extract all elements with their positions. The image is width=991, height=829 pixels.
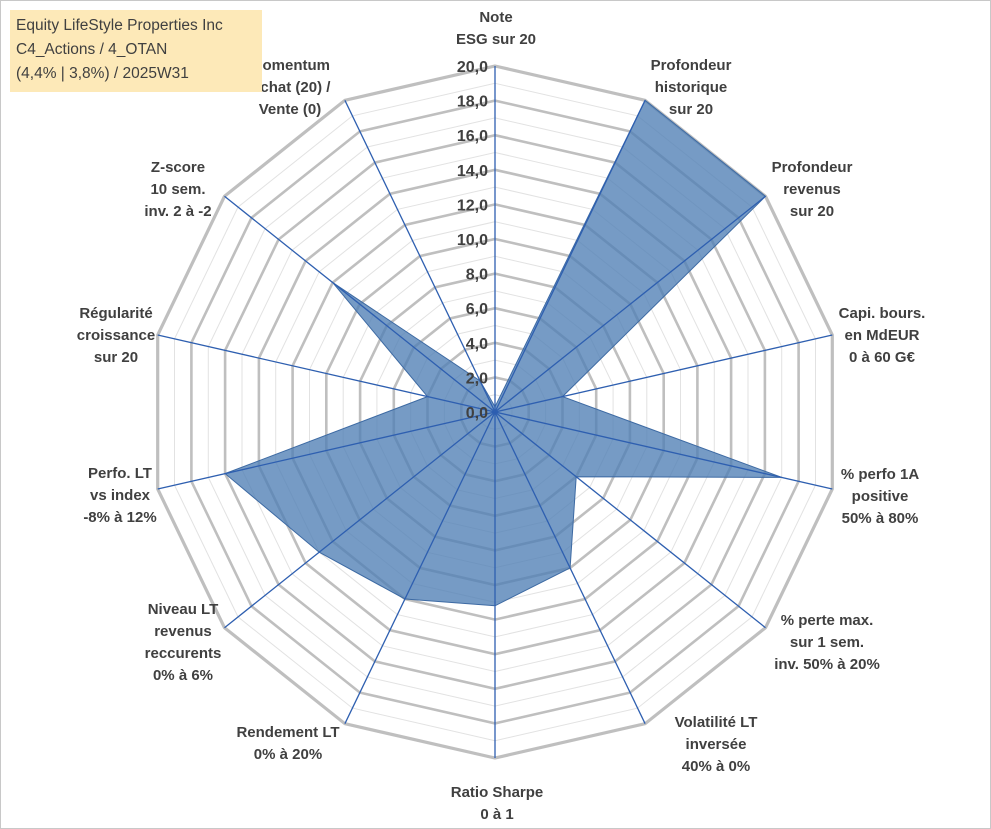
axis-label-line: Vente (0) bbox=[259, 101, 322, 118]
axis-label-line: 50% à 80% bbox=[842, 510, 919, 527]
axis-label-line: % perfo 1A bbox=[841, 466, 920, 483]
axis-spoke bbox=[494, 411, 766, 629]
axis-label-group: % perfo 1A positive 50% à 80% bbox=[841, 466, 920, 527]
axis-label-line: Profondeur bbox=[772, 159, 853, 176]
axis-label-group: Note ESG sur 20 bbox=[456, 9, 536, 48]
radar-spokes bbox=[157, 66, 833, 758]
chart-title-line-1: Equity LifeStyle Properties Inc bbox=[16, 17, 223, 34]
axis-spoke bbox=[157, 411, 496, 490]
axis-label-line: Achat (20) / bbox=[250, 79, 332, 96]
axis-label-line: Perfo. LT bbox=[88, 465, 152, 482]
tick-label: 0,0 bbox=[466, 405, 488, 422]
axis-spoke bbox=[224, 411, 496, 629]
axis-label-line: Momentum bbox=[250, 57, 330, 74]
axis-label-group: Profondeur revenus sur 20 bbox=[772, 159, 853, 220]
chart-title-line-2: C4_Actions / 4_OTAN bbox=[16, 41, 168, 58]
tick-label: 2,0 bbox=[466, 370, 488, 387]
axis-spoke bbox=[494, 195, 766, 413]
axis-label-group: Ratio Sharpe 0 à 1 bbox=[451, 784, 544, 823]
axis-label-group: Niveau LT revenus reccurents 0% à 6% bbox=[145, 601, 222, 684]
axis-label-line: Volatilité LT bbox=[675, 714, 758, 731]
axis-label-line: 10 sem. bbox=[150, 181, 205, 198]
axis-label-line: Note bbox=[479, 9, 512, 26]
axis-label-line: inv. 50% à 20% bbox=[774, 656, 880, 673]
axis-label-group: Capi. bours. en MdEUR 0 à 60 G€ bbox=[839, 305, 926, 366]
axis-label-line: 0% à 20% bbox=[254, 746, 322, 763]
axis-label-line: Régularité bbox=[79, 305, 152, 322]
tick-label: 14,0 bbox=[457, 163, 488, 180]
axis-label-line: -8% à 12% bbox=[83, 509, 156, 526]
axis-label-line: inv. 2 à -2 bbox=[144, 203, 211, 220]
axis-spoke bbox=[494, 411, 833, 490]
title-box: Equity LifeStyle Properties Inc C4_Actio… bbox=[10, 10, 262, 92]
axis-label-line: sur 20 bbox=[790, 203, 834, 220]
axis-spoke bbox=[494, 334, 833, 413]
axis-label-line: 40% à 0% bbox=[682, 758, 750, 775]
axis-label-line: Z-score bbox=[151, 159, 205, 176]
axis-label-group: Z-score 10 sem. inv. 2 à -2 bbox=[144, 159, 211, 220]
axis-label-group: % perte max. sur 1 sem. inv. 50% à 20% bbox=[774, 612, 880, 673]
radial-tick-labels: 0,0 2,0 4,0 6,0 8,0 10,0 12,0 14,0 16,0 18,0 20,0 bbox=[457, 59, 488, 422]
axis-label-line: sur 1 sem. bbox=[790, 634, 864, 651]
axis-spoke bbox=[494, 411, 646, 724]
axis-label-line: Capi. bours. bbox=[839, 305, 926, 322]
axis-spoke bbox=[224, 195, 496, 413]
tick-label: 8,0 bbox=[466, 267, 488, 284]
axis-label-line: 0% à 6% bbox=[153, 667, 213, 684]
axis-label-line: inversée bbox=[686, 736, 747, 753]
axis-label-line: 0 à 1 bbox=[480, 806, 513, 823]
axis-label-group: Régularité croissance sur 20 bbox=[77, 305, 155, 366]
chart-title-line-3: (4,4% | 3,8%) / 2025W31 bbox=[16, 65, 189, 82]
tick-label: 18,0 bbox=[457, 94, 488, 111]
tick-label: 4,0 bbox=[466, 336, 488, 353]
axis-label-line: Niveau LT bbox=[148, 601, 219, 618]
tick-label: 20,0 bbox=[457, 59, 488, 76]
axis-label-line: vs index bbox=[90, 487, 151, 504]
axis-labels: Note ESG sur 20 Profondeur historique sur 20… bbox=[77, 9, 926, 823]
axis-label-line: Ratio Sharpe bbox=[451, 784, 544, 801]
axis-label-line: reccurents bbox=[145, 645, 222, 662]
axis-label-line: sur 20 bbox=[94, 349, 138, 366]
tick-label: 12,0 bbox=[457, 197, 488, 214]
axis-label-line: Rendement LT bbox=[236, 724, 339, 741]
axis-label-line: 0 à 60 G€ bbox=[849, 349, 916, 366]
axis-label-line: ESG sur 20 bbox=[456, 31, 536, 48]
axis-spoke bbox=[344, 411, 496, 724]
axis-label-line: en MdEUR bbox=[845, 327, 920, 344]
axis-spoke bbox=[157, 334, 496, 413]
axis-label-group: Momentum Achat (20) / Vente (0) bbox=[250, 57, 332, 118]
axis-label-line: croissance bbox=[77, 327, 155, 344]
axis-spoke bbox=[494, 100, 646, 413]
axis-label-line: historique bbox=[655, 79, 728, 96]
axis-label-group: Profondeur historique sur 20 bbox=[651, 57, 732, 118]
axis-label-line: % perte max. bbox=[781, 612, 874, 629]
tick-label: 10,0 bbox=[457, 232, 488, 249]
tick-label: 6,0 bbox=[466, 301, 488, 318]
axis-label-line: Profondeur bbox=[651, 57, 732, 74]
axis-label-group: Perfo. LT vs index -8% à 12% bbox=[83, 465, 156, 526]
radar-area-layer bbox=[224, 99, 782, 607]
axis-label-group: Volatilité LT inversée 40% à 0% bbox=[675, 714, 758, 775]
axis-label-line: revenus bbox=[154, 623, 212, 640]
axis-label-line: sur 20 bbox=[669, 101, 713, 118]
axis-label-line: positive bbox=[852, 488, 909, 505]
axis-label-group: Rendement LT 0% à 20% bbox=[236, 724, 339, 763]
series-area bbox=[224, 99, 782, 607]
tick-label: 16,0 bbox=[457, 128, 488, 145]
axis-spoke bbox=[344, 100, 496, 413]
axis-label-line: revenus bbox=[783, 181, 841, 198]
